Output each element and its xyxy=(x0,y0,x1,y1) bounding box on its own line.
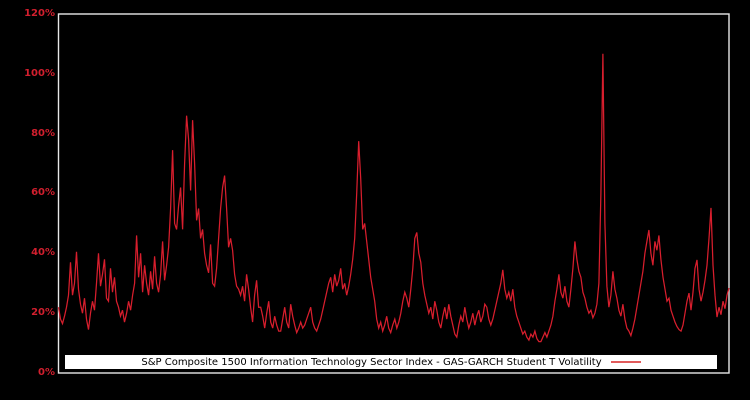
y-axis-tick-label-60: 60% xyxy=(31,187,55,198)
y-axis-tick-label-40: 40% xyxy=(31,247,55,258)
legend-series-label: S&P Composite 1500 Information Technolog… xyxy=(141,356,602,368)
legend: S&P Composite 1500 Information Technolog… xyxy=(65,355,717,369)
y-axis-tick-label-0: 0% xyxy=(38,367,55,378)
y-axis-tick-label-100: 100% xyxy=(24,68,55,79)
legend-line-sample-icon xyxy=(610,361,641,363)
plot-area-border xyxy=(57,13,730,374)
y-axis-tick-label-120: 120% xyxy=(24,8,55,19)
y-axis-tick-label-80: 80% xyxy=(31,128,55,139)
y-axis-tick-label-20: 20% xyxy=(31,307,55,318)
volatility-line-series xyxy=(57,53,730,343)
